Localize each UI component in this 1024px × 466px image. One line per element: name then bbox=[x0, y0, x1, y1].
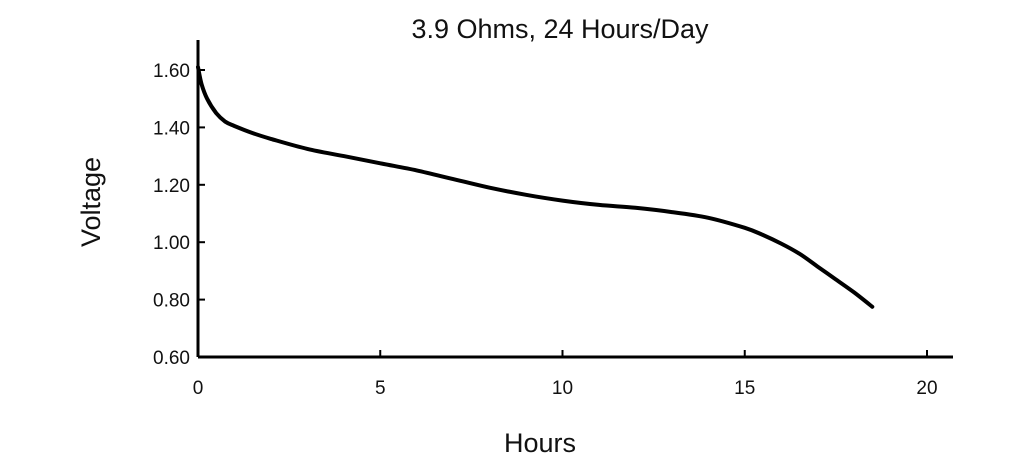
series-line bbox=[196, 65, 875, 309]
y-ticks: 0.60 0.80 1.00 1.20 1.40 1.60 bbox=[153, 61, 205, 369]
y-tick-label: 0.60 bbox=[153, 348, 190, 369]
x-tick-label: 10 bbox=[552, 378, 573, 399]
x-tick-label: 5 bbox=[375, 378, 386, 399]
x-tick-label: 0 bbox=[193, 378, 204, 399]
x-axis-label: Hours bbox=[504, 428, 576, 458]
y-tick-label: 1.60 bbox=[153, 61, 190, 82]
x-ticks: 0 5 10 15 20 bbox=[193, 350, 938, 399]
y-tick-label: 1.40 bbox=[153, 118, 190, 139]
y-axis-label: Voltage bbox=[76, 157, 106, 247]
chart-title: 3.9 Ohms, 24 Hours/Day bbox=[411, 14, 709, 44]
y-tick-label: 1.00 bbox=[153, 233, 190, 254]
x-tick-label: 20 bbox=[916, 378, 937, 399]
x-tick-label: 15 bbox=[734, 378, 755, 399]
y-tick-label: 1.20 bbox=[153, 176, 190, 197]
y-tick-label: 0.80 bbox=[153, 291, 190, 312]
